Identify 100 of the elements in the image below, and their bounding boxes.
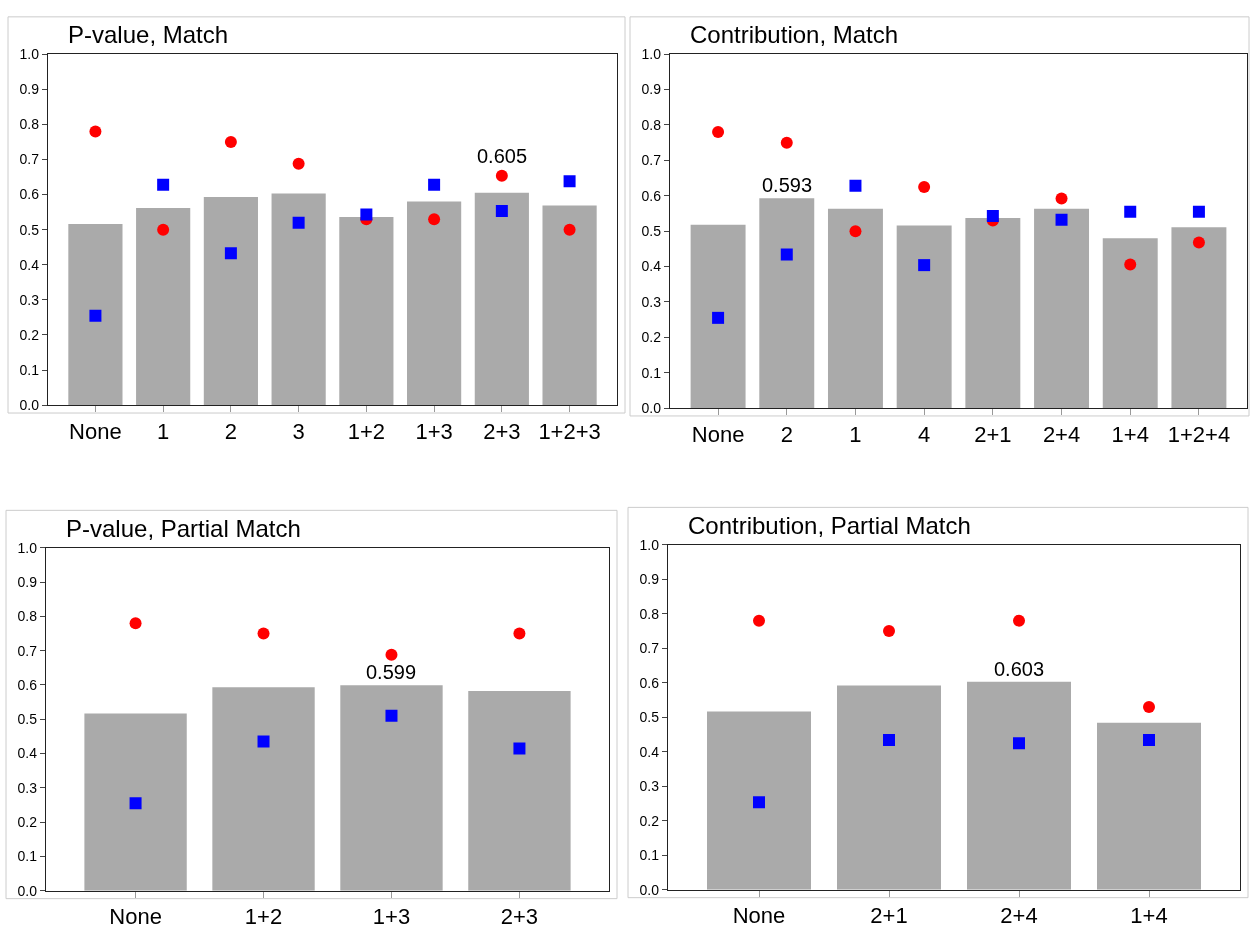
text: 1.0 bbox=[19, 46, 40, 63]
point bbox=[360, 208, 373, 221]
point bbox=[257, 735, 270, 748]
point bbox=[1143, 700, 1155, 713]
bar bbox=[1034, 208, 1090, 409]
bar bbox=[690, 224, 746, 409]
text: 0.7 bbox=[19, 151, 40, 168]
text: 0.6 bbox=[19, 186, 40, 203]
text: 0.2 bbox=[641, 329, 662, 346]
point bbox=[513, 627, 526, 640]
point bbox=[129, 797, 142, 810]
x-tick-label: 4 bbox=[918, 421, 931, 447]
text: 0.4 bbox=[19, 256, 40, 273]
point bbox=[1055, 192, 1068, 205]
text: 0.0 bbox=[641, 400, 662, 416]
text: 1.0 bbox=[639, 536, 660, 553]
text: 0.3 bbox=[639, 778, 660, 795]
point bbox=[224, 247, 237, 260]
point bbox=[1192, 205, 1205, 218]
text: 0.8 bbox=[639, 605, 660, 622]
x-tick-label: 2+3 bbox=[483, 418, 521, 444]
point bbox=[1055, 213, 1068, 226]
text: 0.2 bbox=[17, 814, 38, 831]
point bbox=[1143, 734, 1155, 747]
point bbox=[918, 180, 931, 193]
x-tick-label: None bbox=[732, 903, 786, 929]
bar bbox=[136, 207, 191, 406]
point bbox=[495, 169, 508, 182]
point bbox=[563, 175, 576, 188]
point bbox=[1013, 614, 1025, 627]
text: 0.7 bbox=[17, 642, 38, 659]
data-label: 0.605 bbox=[477, 145, 528, 167]
point bbox=[129, 617, 142, 630]
bar bbox=[965, 218, 1021, 409]
x-tick-label: 1 bbox=[157, 418, 170, 444]
x-tick-label: 2+4 bbox=[1042, 421, 1081, 447]
point bbox=[428, 213, 441, 226]
bar bbox=[68, 224, 123, 406]
text: 0.1 bbox=[639, 847, 660, 864]
x-tick-label: None bbox=[109, 904, 162, 930]
text: 0.8 bbox=[19, 116, 40, 133]
text: 0.3 bbox=[641, 293, 662, 310]
point bbox=[385, 709, 398, 722]
x-tick-label: 2+4 bbox=[1000, 903, 1038, 929]
point bbox=[753, 796, 765, 809]
point bbox=[257, 627, 270, 640]
point bbox=[883, 734, 895, 747]
text: 0.1 bbox=[19, 361, 40, 378]
text: 0.0 bbox=[19, 397, 40, 414]
text: 0.7 bbox=[641, 152, 662, 169]
bar bbox=[468, 691, 571, 891]
x-tick-label: 2+3 bbox=[500, 904, 539, 930]
text: 0.1 bbox=[17, 848, 38, 865]
x-tick-label: 3 bbox=[292, 418, 305, 444]
x-tick-label: 1+2+3 bbox=[538, 418, 601, 444]
point bbox=[292, 216, 305, 229]
x-tick-label: 1+2 bbox=[347, 418, 386, 444]
chart-title: P-value, Match bbox=[68, 21, 229, 48]
text: 0.6 bbox=[641, 187, 662, 204]
text: 0.1 bbox=[641, 364, 662, 381]
point bbox=[1013, 737, 1025, 750]
point bbox=[849, 179, 862, 192]
text: 0.4 bbox=[17, 745, 38, 762]
text: 0.7 bbox=[639, 640, 660, 657]
point bbox=[780, 248, 793, 261]
text: 0.4 bbox=[639, 743, 660, 760]
bar bbox=[212, 687, 315, 891]
chart-title: P-value, Partial Match bbox=[66, 515, 301, 542]
point bbox=[157, 223, 170, 236]
point bbox=[157, 178, 170, 191]
point bbox=[849, 225, 862, 238]
point bbox=[883, 625, 895, 637]
text: 0.5 bbox=[19, 221, 40, 238]
text: 0.0 bbox=[17, 882, 38, 899]
data-label: 0.593 bbox=[762, 174, 813, 196]
text: 0.2 bbox=[639, 812, 660, 829]
text: 1.0 bbox=[17, 539, 38, 556]
bar bbox=[1097, 722, 1201, 890]
point bbox=[712, 311, 725, 324]
point bbox=[224, 135, 237, 148]
bar bbox=[339, 217, 394, 406]
x-tick-label: 2 bbox=[780, 421, 793, 447]
point bbox=[428, 178, 441, 191]
x-tick-label: 2 bbox=[224, 418, 238, 444]
text: 0.4 bbox=[641, 258, 662, 275]
bar bbox=[827, 208, 883, 409]
point bbox=[986, 209, 999, 222]
x-tick-label: 1+4 bbox=[1130, 903, 1168, 929]
x-tick-label: 1+2+4 bbox=[1167, 421, 1231, 447]
x-tick-label: 1+2 bbox=[244, 904, 283, 930]
point bbox=[780, 136, 793, 149]
point bbox=[495, 205, 508, 218]
x-tick-label: 2+1 bbox=[870, 903, 908, 929]
x-tick-label: 1+4 bbox=[1111, 421, 1149, 447]
text: 0.6 bbox=[639, 674, 660, 691]
x-tick-label: None bbox=[69, 418, 122, 444]
x-tick-label: 1+3 bbox=[415, 418, 453, 444]
bar bbox=[1102, 238, 1158, 409]
bar bbox=[340, 685, 443, 891]
bar bbox=[759, 198, 815, 409]
